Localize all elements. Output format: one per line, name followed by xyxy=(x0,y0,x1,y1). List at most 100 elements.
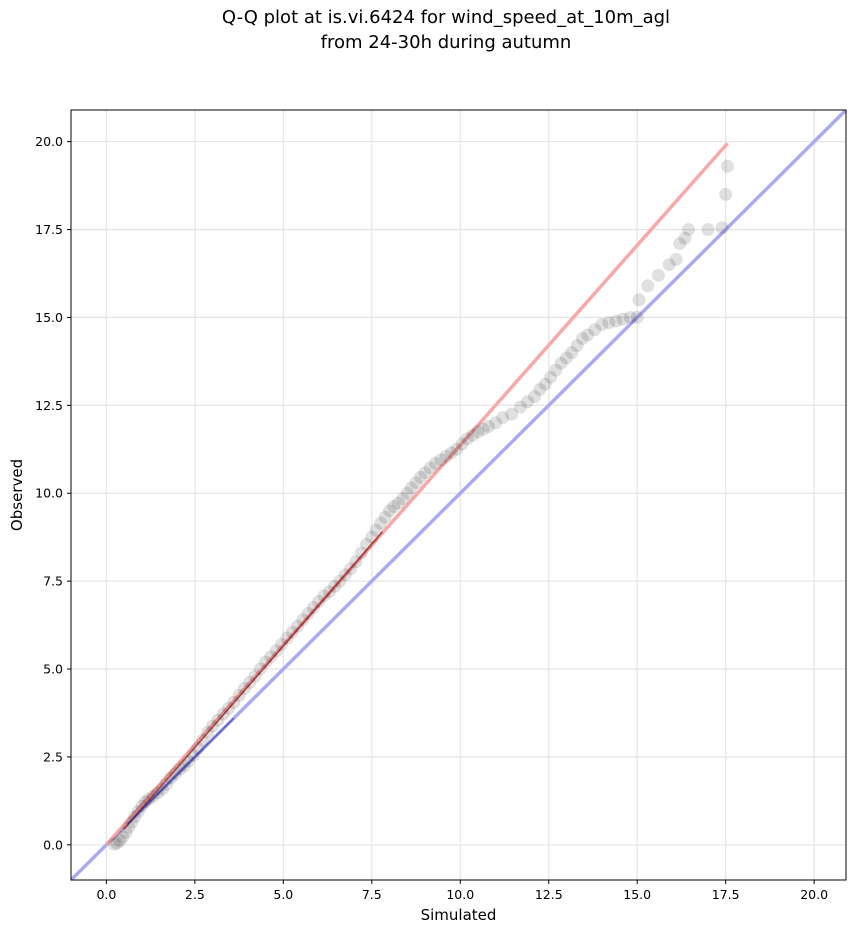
data-point xyxy=(719,187,733,201)
data-point xyxy=(678,231,692,245)
data-point xyxy=(280,631,294,645)
data-point xyxy=(630,310,644,324)
data-point xyxy=(581,328,595,342)
data-point xyxy=(253,662,267,676)
x-tick-label: 0.0 xyxy=(96,887,116,902)
data-point xyxy=(269,644,283,658)
data-point xyxy=(243,675,257,689)
data-point xyxy=(306,601,320,614)
x-tick-label: 12.5 xyxy=(535,887,563,902)
x-tick-label: 2.5 xyxy=(185,887,205,902)
data-point xyxy=(400,486,414,500)
data-point xyxy=(673,237,687,251)
data-point xyxy=(682,223,695,236)
data-point xyxy=(544,370,557,384)
data-point xyxy=(285,625,299,639)
data-point xyxy=(662,258,676,272)
data-point xyxy=(565,346,579,360)
y-tick-label: 12.5 xyxy=(35,398,63,413)
x-axis-label: Simulated xyxy=(421,906,497,924)
data-point xyxy=(110,836,124,850)
data-point xyxy=(439,449,453,463)
data-point xyxy=(387,500,401,514)
data-point xyxy=(291,619,304,633)
data-point xyxy=(513,400,527,414)
data-point xyxy=(588,323,602,337)
y-tick-label: 7.5 xyxy=(43,574,63,589)
data-point xyxy=(107,837,121,851)
data-point xyxy=(423,461,437,475)
data-point xyxy=(669,252,683,266)
data-point xyxy=(496,411,510,425)
data-point xyxy=(533,383,547,396)
data-point xyxy=(623,310,637,324)
x-tick-label: 15.0 xyxy=(623,887,651,902)
data-point xyxy=(122,820,136,834)
data-point xyxy=(715,221,729,235)
data-point xyxy=(575,332,589,345)
data-point xyxy=(374,516,388,530)
data-point xyxy=(538,377,552,391)
data-point xyxy=(404,481,418,495)
data-points xyxy=(107,159,734,851)
x-tick-label: 20.0 xyxy=(800,887,828,902)
data-point xyxy=(237,681,251,695)
data-point xyxy=(554,356,568,370)
identity-line-overlap xyxy=(127,717,235,825)
data-point xyxy=(471,425,485,439)
axis-ticks: 0.0 2.5 5.0 7.5 10.0 12.5 15.0 17.5 20.0 0.0 2.5 5.… xyxy=(35,134,828,902)
data-point xyxy=(505,407,519,421)
y-tick-label: 15.0 xyxy=(35,310,63,325)
data-point xyxy=(549,363,563,377)
data-point xyxy=(570,339,584,353)
data-point xyxy=(259,655,273,669)
data-point xyxy=(186,748,200,762)
data-point xyxy=(116,830,130,844)
data-point xyxy=(296,613,310,627)
x-tick-label: 7.5 xyxy=(362,887,382,902)
data-point xyxy=(455,437,469,451)
data-point xyxy=(378,510,392,524)
data-point xyxy=(164,771,178,785)
data-point xyxy=(414,470,428,484)
data-point xyxy=(595,318,609,331)
y-tick-label: 17.5 xyxy=(35,222,63,237)
data-point xyxy=(444,446,458,460)
data-point xyxy=(528,390,542,404)
data-point xyxy=(125,815,139,829)
data-point xyxy=(602,316,616,330)
y-tick-label: 0.0 xyxy=(43,837,63,852)
data-point xyxy=(354,546,368,560)
data-point xyxy=(177,759,191,773)
y-tick-label: 20.0 xyxy=(35,134,63,149)
data-point xyxy=(521,395,534,409)
chart-title-line-1: Q-Q plot at is.vi.6424 for wind_speed_at… xyxy=(222,7,670,28)
data-point xyxy=(701,223,715,236)
data-point xyxy=(641,279,655,293)
data-point xyxy=(489,416,503,430)
x-tick-label: 5.0 xyxy=(273,887,293,902)
data-point xyxy=(651,268,665,282)
data-point xyxy=(173,762,187,776)
data-point xyxy=(138,795,152,809)
data-point xyxy=(168,767,182,781)
chart-title-line-2: from 24-30h during autumn xyxy=(321,32,572,53)
data-point xyxy=(476,422,490,436)
y-tick-label: 5.0 xyxy=(43,662,63,677)
y-tick-label: 10.0 xyxy=(35,486,63,501)
fit-line xyxy=(105,142,729,847)
data-point xyxy=(609,314,623,328)
data-point xyxy=(559,351,573,365)
data-point xyxy=(418,466,432,480)
data-point xyxy=(409,476,423,490)
data-point xyxy=(369,523,383,537)
y-axis-label: Observed xyxy=(8,459,26,531)
data-point xyxy=(113,834,127,848)
data-point xyxy=(482,419,496,433)
data-point xyxy=(632,293,646,307)
x-tick-label: 10.0 xyxy=(446,887,474,902)
plot-frame xyxy=(70,109,847,881)
data-point xyxy=(450,442,464,456)
data-point xyxy=(275,637,289,651)
